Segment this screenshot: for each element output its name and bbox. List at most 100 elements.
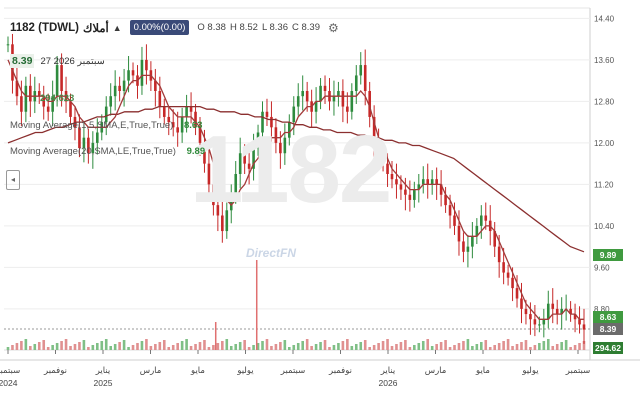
- volume-bar: [444, 340, 447, 350]
- candle-body: [404, 189, 407, 195]
- x-tick-label: سبتمبر: [280, 366, 305, 376]
- candle-body: [381, 153, 385, 164]
- candle-body: [131, 70, 135, 76]
- y-tick-label: 14.40: [594, 14, 615, 23]
- candle-body: [542, 319, 546, 325]
- volume-bar: [127, 347, 130, 350]
- volume-bar: [350, 346, 354, 350]
- volume-bar: [243, 340, 246, 350]
- candle-body: [283, 137, 287, 154]
- volume-bar: [46, 347, 50, 350]
- candle-body: [444, 194, 447, 206]
- candle-body: [551, 303, 555, 309]
- volume-bar: [149, 346, 153, 350]
- candle-body: [288, 122, 291, 138]
- volume-bar: [346, 339, 349, 350]
- x-tick-label: مارس: [425, 366, 447, 376]
- candle-body: [471, 236, 474, 247]
- volume-bar: [582, 341, 586, 350]
- candle-body: [377, 142, 380, 154]
- x-tick-label: مايو: [190, 366, 205, 376]
- x-tick-label: سبتمبر: [565, 366, 590, 376]
- candle-body: [104, 106, 108, 123]
- candle-body: [29, 85, 32, 102]
- candle-body: [323, 85, 327, 91]
- candle-body: [37, 91, 41, 97]
- volume-bar: [363, 340, 367, 350]
- volume-bar: [453, 345, 456, 350]
- volume-bar: [279, 342, 282, 350]
- volume-bar: [145, 339, 148, 350]
- x-tick-label: مارس: [140, 366, 162, 376]
- volume-bar: [323, 340, 327, 350]
- candle-body: [413, 189, 416, 200]
- volume-bar: [533, 345, 537, 350]
- ma1-legend[interactable]: Moving Average(1,5,SMA,E,True,True) 8.63: [10, 120, 202, 131]
- candle-body: [408, 194, 412, 200]
- volume-bar: [221, 341, 224, 350]
- candle-body: [524, 308, 528, 315]
- volume-bar: [100, 341, 104, 350]
- volume-bar: [368, 347, 371, 350]
- candle-body: [582, 324, 586, 330]
- candle-body: [515, 288, 519, 299]
- date-label: 27 سبتمبر 2026: [40, 55, 105, 67]
- candle-body: [91, 142, 95, 154]
- candle-body: [140, 59, 144, 86]
- volume-bar: [78, 342, 81, 350]
- volume-spike: [255, 260, 258, 350]
- collapse-legend-button[interactable]: ◂: [6, 170, 20, 190]
- volume-bar: [515, 344, 519, 350]
- volume-bar: [140, 341, 144, 350]
- x-year-label: 2026: [379, 378, 398, 388]
- ma-long-line: [7, 105, 585, 253]
- volume-bar: [475, 344, 479, 350]
- x-tick-label: نوفمبر: [328, 366, 352, 376]
- gear-icon[interactable]: ⚙: [328, 20, 339, 35]
- candle-body: [453, 215, 456, 226]
- candle-body: [51, 96, 54, 112]
- volume-bar: [207, 347, 211, 350]
- candle-body: [158, 91, 162, 107]
- candle-body: [225, 210, 229, 232]
- candle-body: [292, 106, 296, 123]
- y-tick-label: 13.60: [594, 56, 615, 65]
- volume-bar: [296, 343, 300, 350]
- candle-body: [279, 142, 282, 154]
- volume-bar: [113, 344, 117, 350]
- volume-bar: [488, 347, 492, 350]
- candle-body: [497, 246, 501, 263]
- candle-body: [229, 194, 233, 211]
- candle-body: [520, 298, 523, 309]
- candle-body: [60, 65, 63, 91]
- candle-body: [127, 70, 130, 81]
- volume-bar: [176, 343, 179, 350]
- candle-body: [109, 96, 112, 107]
- volume-bar: [435, 344, 438, 350]
- ma2-legend[interactable]: Moving Average(20,SMA,LE,True,True) 9.89: [10, 146, 205, 157]
- ma-short-line: [7, 59, 584, 320]
- volume-bar: [390, 346, 394, 350]
- symbol-label[interactable]: 1182 (TDWL): [10, 21, 80, 34]
- candle-body: [20, 96, 23, 112]
- candle-body: [243, 153, 246, 164]
- candle-body: [457, 225, 461, 242]
- candle-body: [261, 111, 264, 133]
- low-value: L 8.36: [261, 22, 288, 33]
- candle-body: [42, 96, 46, 107]
- volume-bar: [247, 347, 251, 350]
- brand-watermark: DirectFN: [246, 246, 297, 260]
- volume-bar: [314, 344, 318, 350]
- candle-body: [506, 272, 510, 278]
- candle-body: [368, 91, 371, 117]
- volume-bar: [15, 343, 19, 350]
- volume-bar: [73, 344, 77, 350]
- change-badge: 0.00%(0.00): [129, 20, 190, 35]
- y-tick-label: 12.00: [594, 139, 615, 148]
- x-year-label: 2024: [0, 378, 18, 388]
- volume-bar: [466, 339, 470, 350]
- volume-bar: [337, 343, 340, 350]
- candle-body: [466, 246, 470, 252]
- candle-body: [301, 91, 304, 97]
